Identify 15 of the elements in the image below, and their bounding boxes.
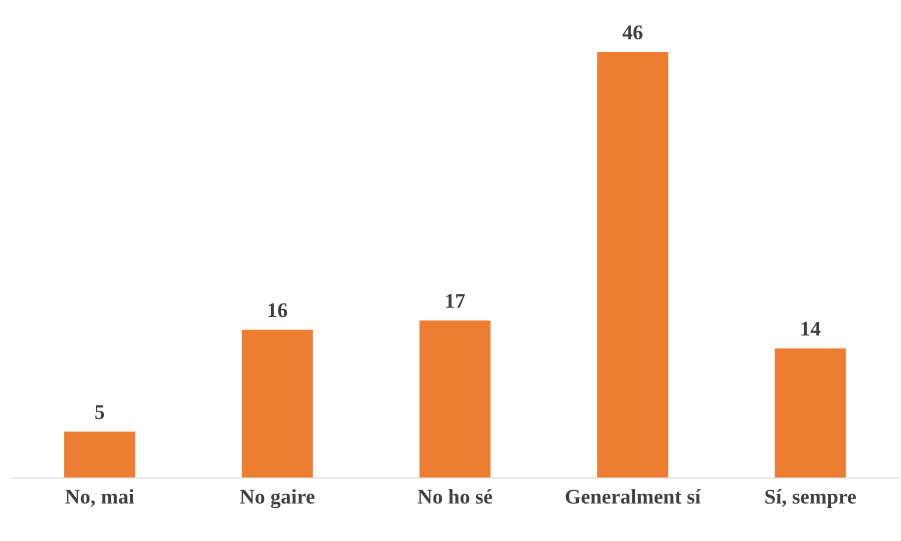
bar xyxy=(242,330,313,478)
data-label: 16 xyxy=(268,303,288,318)
data-label: 46 xyxy=(622,25,642,40)
x-tick-label: Generalment sí xyxy=(566,489,701,504)
x-tick-label: No ho sé xyxy=(418,489,492,504)
data-label: 5 xyxy=(95,405,104,420)
x-tick-label: No gaire xyxy=(240,489,314,508)
x-tick-label: Sí, sempre xyxy=(765,489,856,508)
bar xyxy=(64,432,136,478)
bar xyxy=(597,52,668,478)
x-tick-label: No, mai xyxy=(65,489,134,507)
data-label: 14 xyxy=(802,322,820,336)
bar xyxy=(419,320,491,478)
data-label: 17 xyxy=(446,294,465,308)
bar xyxy=(774,348,846,478)
